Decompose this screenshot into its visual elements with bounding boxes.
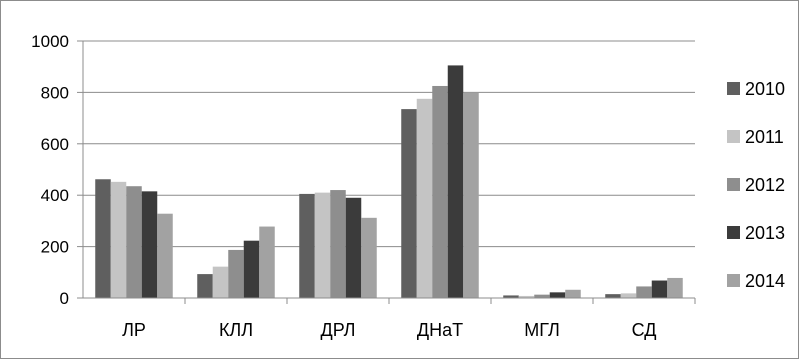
bar-МГЛ-2014 — [565, 289, 581, 298]
bar-КЛЛ-2012 — [228, 249, 244, 298]
y-tick-label: 400 — [41, 186, 69, 205]
legend-label: 2014 — [745, 271, 785, 291]
bar-ЛР-2010 — [95, 179, 111, 298]
bar-ДНаТ-2012 — [432, 85, 448, 298]
x-tick-label: КЛЛ — [219, 320, 253, 340]
bar-ДНаТ-2014 — [463, 92, 479, 299]
bar-СД-2010 — [605, 294, 621, 298]
bar-ДРЛ-2012 — [330, 190, 346, 298]
bar-КЛЛ-2010 — [197, 274, 213, 298]
x-tick-label: ДНаТ — [417, 320, 463, 340]
legend-swatch — [727, 178, 740, 191]
legend-swatch — [727, 82, 740, 95]
bar-СД-2011 — [620, 293, 637, 298]
bar-ДРЛ-2013 — [345, 197, 362, 298]
bar-ЛР-2014 — [157, 213, 173, 298]
bar-ДРЛ-2014 — [361, 217, 377, 298]
x-tick-label: ЛР — [122, 320, 146, 340]
x-tick-label: СД — [632, 320, 657, 340]
y-tick-label: 1000 — [31, 32, 69, 51]
bar-СД-2013 — [651, 280, 668, 298]
legend-label: 2010 — [745, 79, 785, 99]
y-axis: 0 200 400 600 800 1000 — [31, 32, 84, 308]
legend-label: 2013 — [745, 223, 785, 243]
x-tick-label: ДРЛ — [321, 320, 356, 340]
legend-swatch — [727, 130, 740, 143]
bar-ДРЛ-2011 — [314, 192, 331, 298]
bar-ДНаТ-2011 — [416, 98, 433, 298]
bar-КЛЛ-2014 — [259, 226, 275, 298]
y-tick-label: 600 — [41, 135, 69, 154]
y-tick-label: 0 — [60, 289, 69, 308]
bar-МГЛ-2010 — [503, 295, 519, 298]
bar-МГЛ-2013 — [549, 292, 566, 298]
legend-swatch — [727, 274, 740, 287]
legend-label: 2012 — [745, 175, 785, 195]
bar-КЛЛ-2011 — [212, 266, 229, 298]
y-tick-label: 800 — [41, 83, 69, 102]
bar-ЛР-2011 — [110, 181, 127, 298]
x-tick-label: МГЛ — [524, 320, 560, 340]
x-axis: ЛР КЛЛ ДРЛ ДНаТ МГЛ СД — [83, 297, 696, 340]
bar-КЛЛ-2013 — [243, 240, 260, 298]
bar-СД-2012 — [636, 286, 652, 298]
bar-МГЛ-2012 — [534, 294, 550, 298]
legend: 2010 2011 2012 2013 2014 — [727, 79, 785, 291]
legend-label: 2011 — [745, 127, 784, 147]
bar-МГЛ-2011 — [518, 295, 535, 298]
bar-ЛР-2013 — [141, 191, 158, 298]
gridlines — [83, 40, 695, 248]
bar-ДРЛ-2010 — [299, 193, 315, 298]
legend-swatch — [727, 226, 740, 239]
bar-СД-2014 — [667, 277, 683, 298]
bar-ДНаТ-2013 — [447, 65, 464, 298]
bar-ДНаТ-2010 — [401, 109, 417, 298]
y-tick-label: 200 — [41, 238, 69, 257]
bars — [95, 65, 683, 299]
bar-ЛР-2012 — [126, 186, 142, 298]
